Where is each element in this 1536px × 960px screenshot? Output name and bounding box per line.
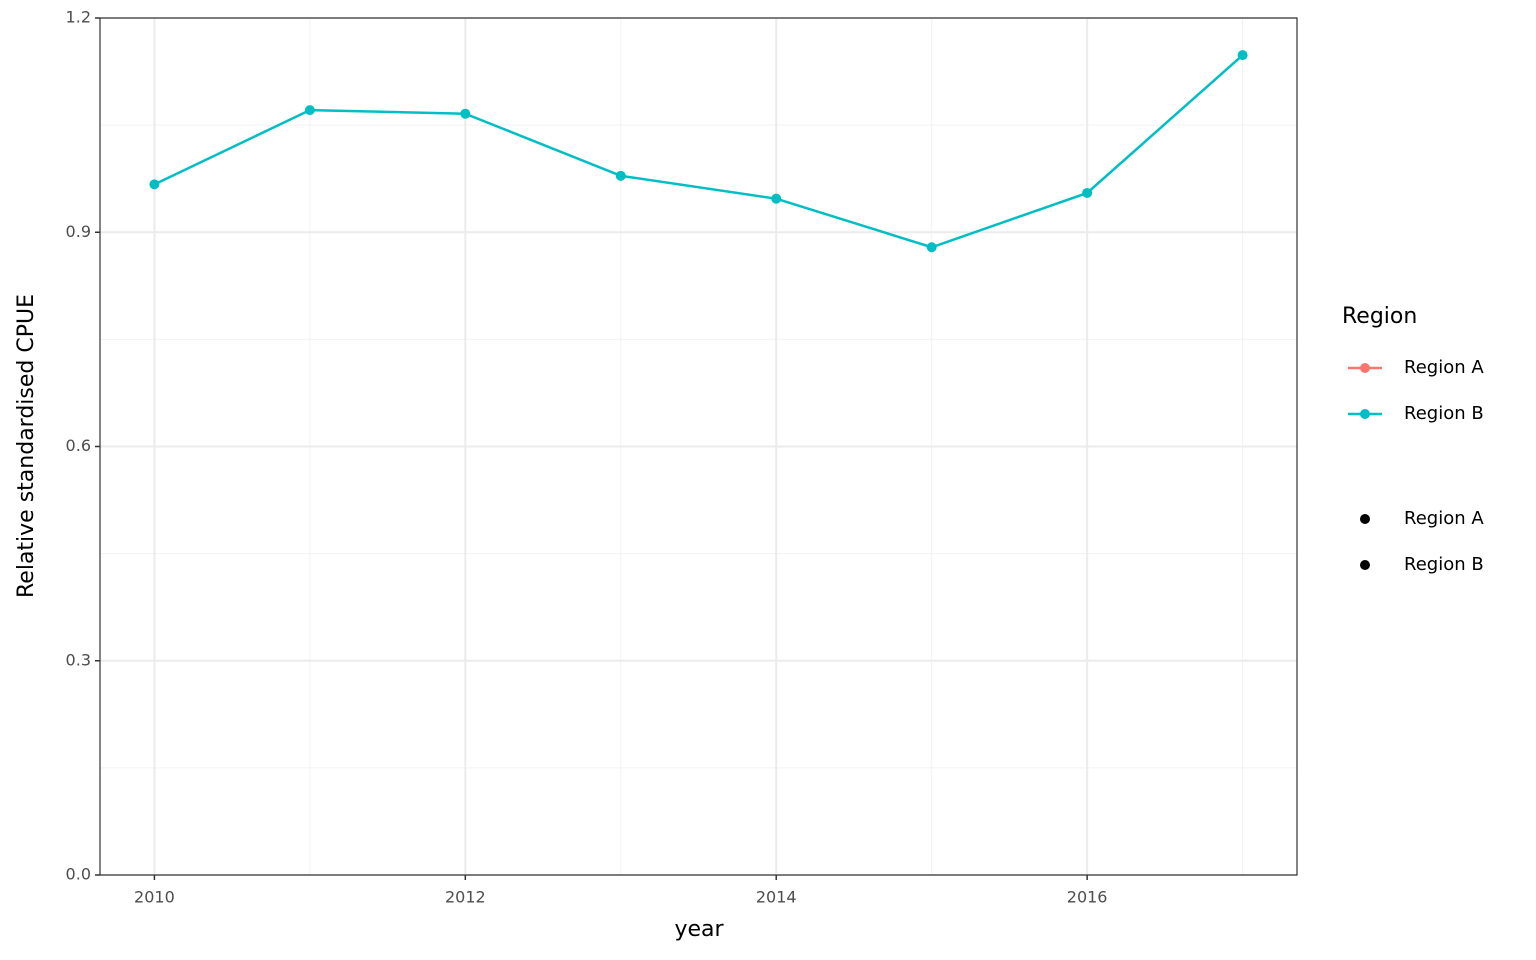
legend-label: Region B (1404, 554, 1484, 575)
legend-label: Region A (1404, 357, 1484, 378)
x-tick-label: 2012 (445, 888, 486, 907)
y-tick-label: 0.3 (66, 650, 91, 669)
data-point (771, 193, 782, 204)
y-tick-label: 0.9 (66, 222, 91, 241)
data-point (304, 105, 315, 116)
legend-title: Region (1342, 304, 1417, 329)
legend-key-point (1360, 514, 1370, 524)
data-point (460, 108, 471, 119)
legend-key-point (1360, 560, 1370, 570)
data-point (1082, 187, 1093, 198)
data-point (1237, 50, 1248, 61)
x-axis-title: year (674, 917, 724, 942)
legend-key-point (1360, 363, 1370, 373)
x-tick-label: 2014 (756, 888, 797, 907)
y-tick-label: 1.2 (66, 8, 91, 27)
plot-border (99, 17, 1298, 876)
y-tick-label: 0.6 (66, 436, 91, 455)
y-tick-label: 0.0 (66, 865, 91, 884)
x-tick-label: 2010 (134, 888, 175, 907)
x-tick-label: 2016 (1067, 888, 1108, 907)
legend-label: Region B (1404, 403, 1484, 424)
y-axis-title: Relative standardised CPUE (14, 294, 39, 598)
data-point (149, 179, 160, 190)
series-line (153, 54, 1244, 249)
legend-key-point (1360, 409, 1370, 419)
legend-label: Region A (1404, 508, 1484, 529)
data-point (926, 242, 937, 253)
data-point (615, 170, 626, 181)
